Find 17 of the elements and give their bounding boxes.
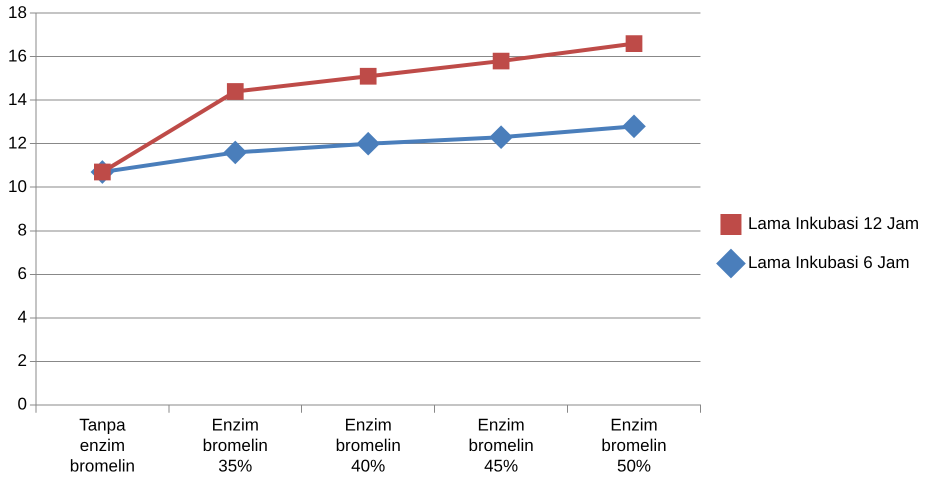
x-tick-label: Enzim bromelin 45% <box>468 416 534 476</box>
legend-label: Lama Inkubasi 12 Jam <box>748 214 920 234</box>
x-tick-label: Enzim bromelin 35% <box>202 416 268 476</box>
x-tick-label: Enzim bromelin 50% <box>601 416 667 476</box>
y-tick-label: 14 <box>8 90 27 109</box>
y-tick-label: 0 <box>17 394 27 414</box>
y-tick-label: 16 <box>8 46 27 66</box>
y-tick-label: 8 <box>17 220 27 240</box>
y-tick-label: 2 <box>17 350 27 370</box>
legend-label: Lama Inkubasi 6 Jam <box>748 253 910 272</box>
y-tick-label: 18 <box>8 2 27 22</box>
y-tick-label: 10 <box>8 176 27 196</box>
x-tick-label: Enzim bromelin 40% <box>336 416 401 476</box>
x-tick-label: Tanpa enzim bromelin <box>70 416 135 476</box>
y-tick-label: 4 <box>17 307 27 326</box>
y-tick-label: 12 <box>8 133 27 152</box>
y-tick-label: 6 <box>17 264 27 283</box>
